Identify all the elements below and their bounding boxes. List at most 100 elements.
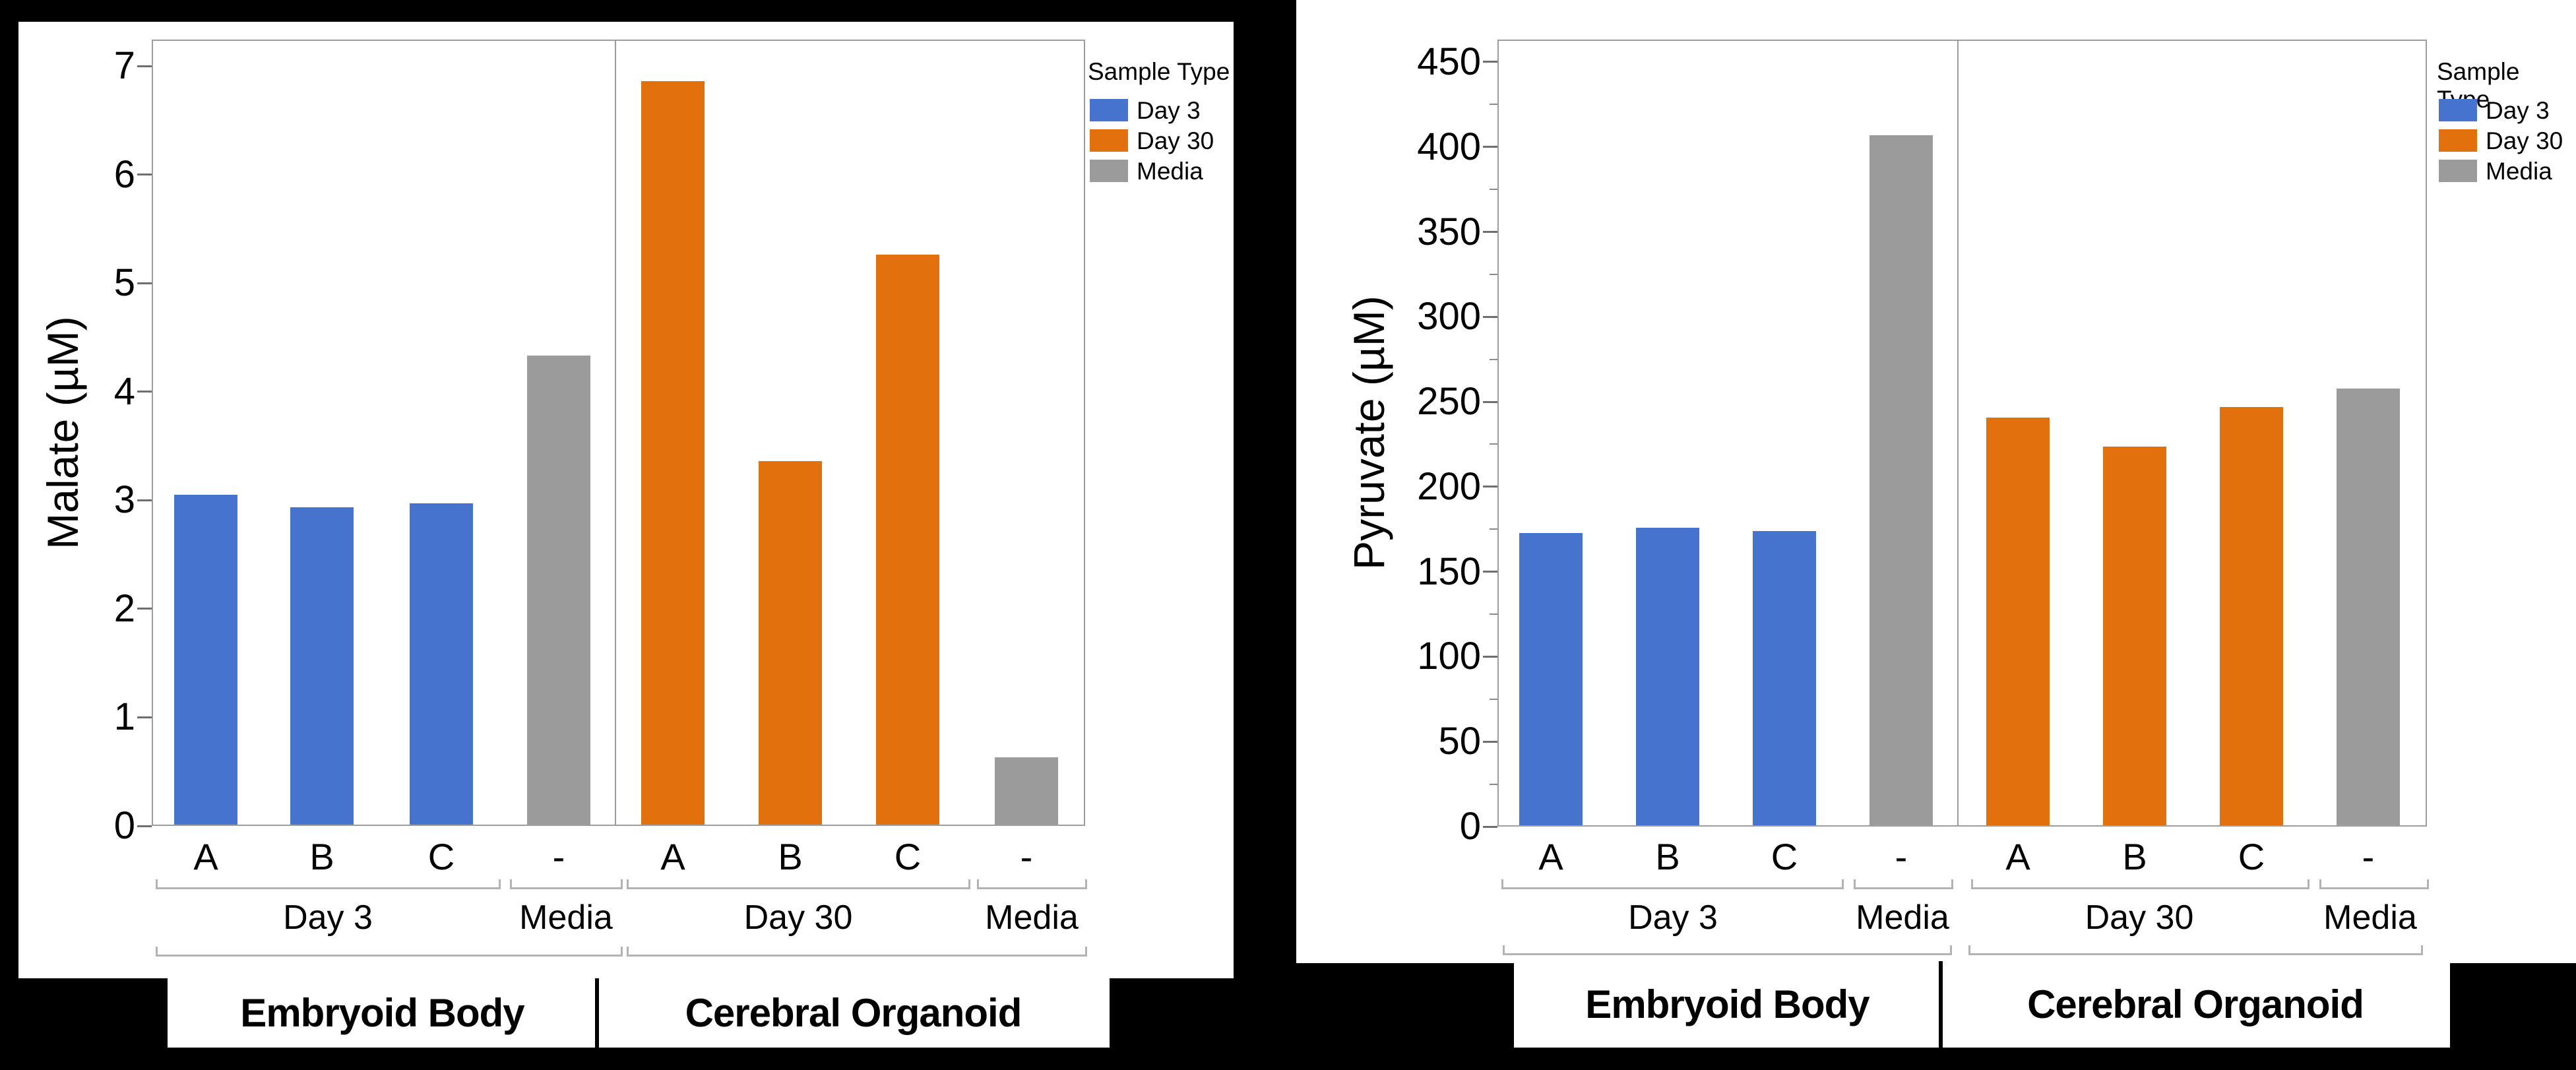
super-group-label-cerebral-organoid: Cerebral Organoid — [2027, 982, 2364, 1026]
footer-divider — [595, 978, 599, 1048]
x-sample-label: - — [2362, 836, 2375, 877]
x-sample-label: A — [660, 836, 685, 877]
group-label: Day 30 — [2085, 898, 2194, 937]
group-bracket-end — [1501, 879, 1503, 887]
group-label: Media — [2323, 898, 2417, 937]
legend-swatch-media — [2439, 160, 2477, 182]
group-bracket — [1854, 887, 1953, 889]
y-tick-mark — [1483, 740, 1497, 743]
y-tick-label: 150 — [1417, 550, 1481, 593]
super-group-bracket — [156, 955, 623, 957]
y-tick-mark — [137, 65, 152, 67]
y-tick-mark — [137, 282, 152, 284]
bar-day3-A — [1519, 532, 1583, 825]
group-label: Day 30 — [743, 898, 853, 937]
bar-media-- — [527, 356, 590, 825]
y-tick-label: 200 — [1417, 464, 1481, 508]
y-tick-label: 450 — [1417, 40, 1481, 83]
y-tick-mark — [1483, 486, 1497, 488]
legend-label-day3: Day 3 — [1137, 97, 1201, 124]
x-sample-label: C — [2238, 836, 2265, 877]
bar-day30-B — [759, 460, 822, 825]
x-sample-label: B — [2122, 836, 2147, 877]
y-tick-mark — [1483, 231, 1497, 234]
bar-day30-C — [2220, 407, 2283, 825]
group-bracket-end — [510, 879, 512, 887]
y-tick-label: 1 — [113, 695, 135, 739]
group-bracket-end — [1842, 879, 1844, 887]
legend-label-day3: Day 3 — [2486, 97, 2550, 124]
y-tick-label: 400 — [1417, 125, 1481, 168]
x-sample-label: - — [1895, 836, 1908, 877]
bar-day30-B — [2103, 446, 2166, 825]
y-tick-mark — [1483, 315, 1497, 318]
y-minor-tick-mark — [1490, 528, 1497, 530]
y-tick-label: 0 — [1459, 805, 1481, 848]
group-bracket-end — [2308, 879, 2309, 887]
y-tick-label: 250 — [1417, 380, 1481, 424]
y-tick-mark — [1483, 61, 1497, 63]
super-group-bracket-end — [621, 947, 623, 955]
super-group-bracket-end — [2421, 945, 2423, 953]
group-bracket — [1501, 887, 1844, 889]
y-tick-label: 300 — [1417, 295, 1481, 338]
y-tick-mark — [1483, 825, 1497, 828]
group-label: Media — [985, 898, 1079, 937]
group-bracket — [977, 887, 1087, 889]
y-tick-mark — [137, 608, 152, 610]
group-bracket-end — [2427, 879, 2429, 887]
y-tick-mark — [1483, 571, 1497, 573]
super-group-bracket — [627, 955, 1087, 957]
group-bracket — [156, 887, 501, 889]
y-tick-label: 5 — [113, 261, 135, 305]
legend-swatch-day30 — [2439, 129, 2477, 152]
footer-divider — [1939, 961, 1943, 1048]
y-tick-mark — [1483, 655, 1497, 658]
group-bracket-end — [2319, 879, 2321, 887]
y-minor-tick-mark — [1490, 358, 1497, 360]
x-sample-label: A — [1538, 836, 1563, 877]
y-tick-mark — [137, 391, 152, 393]
group-label: Day 3 — [1628, 898, 1718, 937]
legend-swatch-day30 — [1090, 129, 1128, 152]
legend-label-media: Media — [2486, 158, 2552, 185]
y-minor-tick-mark — [1490, 614, 1497, 615]
y-tick-label: 2 — [113, 586, 135, 630]
x-sample-label: A — [193, 836, 218, 877]
bar-day30-A — [1986, 417, 2050, 825]
x-sample-label: - — [1020, 836, 1033, 877]
y-tick-label: 50 — [1438, 720, 1481, 763]
group-bracket — [510, 887, 623, 889]
y-tick-label: 4 — [113, 369, 135, 413]
y-tick-mark — [137, 716, 152, 718]
y-minor-tick-mark — [1490, 104, 1497, 106]
legend-label-day30: Day 30 — [1137, 127, 1214, 154]
super-group-bracket-end — [1950, 945, 1952, 953]
super-group-bracket-end — [1968, 945, 1970, 953]
y-tick-mark — [137, 825, 152, 827]
group-bracket — [1971, 887, 2309, 889]
y-tick-label: 350 — [1417, 210, 1481, 253]
legend-title: Sample Type — [1088, 58, 1230, 85]
bar-day3-C — [410, 503, 473, 825]
y-tick-label: 100 — [1417, 635, 1481, 678]
bar-day3-B — [290, 507, 354, 825]
group-bracket-end — [499, 879, 501, 887]
x-sample-label: B — [309, 836, 334, 877]
bar-media-- — [995, 757, 1058, 825]
super-group-bracket-end — [1503, 945, 1505, 953]
y-tick-label: 7 — [113, 44, 135, 87]
x-sample-label: B — [1655, 836, 1680, 877]
super-group-label-embryoid-body: Embryoid Body — [240, 990, 524, 1035]
y-minor-tick-mark — [1490, 698, 1497, 700]
super-group-bracket — [1968, 953, 2423, 955]
group-bracket-end — [1971, 879, 1973, 887]
y-minor-tick-mark — [1490, 443, 1497, 445]
y-tick-label: 3 — [113, 478, 135, 522]
y-minor-tick-mark — [1490, 783, 1497, 785]
footer-box — [168, 978, 1110, 1048]
legend-swatch-day3 — [1090, 99, 1128, 121]
